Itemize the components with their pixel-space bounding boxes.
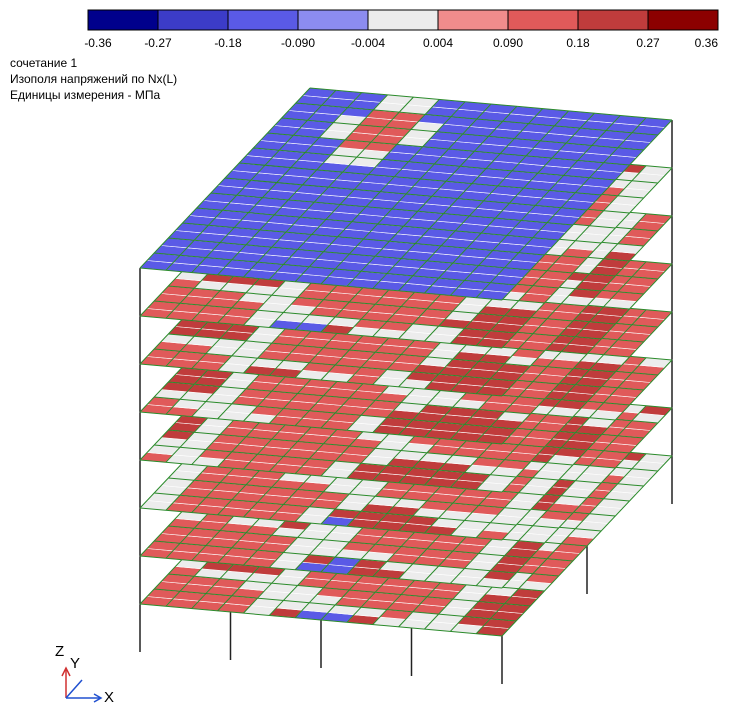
info-line: Единицы измерения - МПа bbox=[10, 88, 160, 102]
info-line: Изополя напряжений по Nx(L) bbox=[10, 72, 177, 86]
legend-swatch bbox=[158, 10, 228, 30]
legend-swatch bbox=[438, 10, 508, 30]
screen: -0.36 -0.27 -0.18 -0.090 -0.004 0.004 0.090 0.1… bbox=[0, 0, 744, 720]
legend-label: 0.27 bbox=[636, 36, 660, 50]
legend-label: 0.004 bbox=[423, 36, 453, 50]
axis-label: Y bbox=[70, 655, 80, 672]
legend-label: 0.18 bbox=[566, 36, 590, 50]
legend-swatch bbox=[648, 10, 718, 30]
axis-label: Z bbox=[55, 643, 64, 660]
legend: -0.36 -0.27 -0.18 -0.090 -0.004 0.004 0.090 0.1… bbox=[84, 10, 718, 50]
legend-swatch bbox=[298, 10, 368, 30]
legend-swatch bbox=[508, 10, 578, 30]
viewport: -0.36 -0.27 -0.18 -0.090 -0.004 0.004 0.090 0.1… bbox=[0, 0, 744, 720]
legend-swatch bbox=[228, 10, 298, 30]
legend-label: 0.36 bbox=[695, 36, 719, 50]
legend-label: -0.36 bbox=[84, 36, 112, 50]
y-arrow bbox=[66, 680, 82, 698]
legend-label: 0.090 bbox=[493, 36, 523, 50]
legend-swatch bbox=[578, 10, 648, 30]
legend-label: -0.18 bbox=[214, 36, 242, 50]
info-line: сочетание 1 bbox=[10, 56, 77, 70]
legend-label: -0.004 bbox=[351, 36, 385, 50]
legend-swatch bbox=[88, 10, 158, 30]
legend-swatch bbox=[368, 10, 438, 30]
legend-label: -0.27 bbox=[144, 36, 172, 50]
model bbox=[140, 88, 672, 684]
axis-icon: Z Y X bbox=[55, 643, 114, 706]
legend-label: -0.090 bbox=[281, 36, 315, 50]
axis-label: X bbox=[104, 689, 114, 706]
